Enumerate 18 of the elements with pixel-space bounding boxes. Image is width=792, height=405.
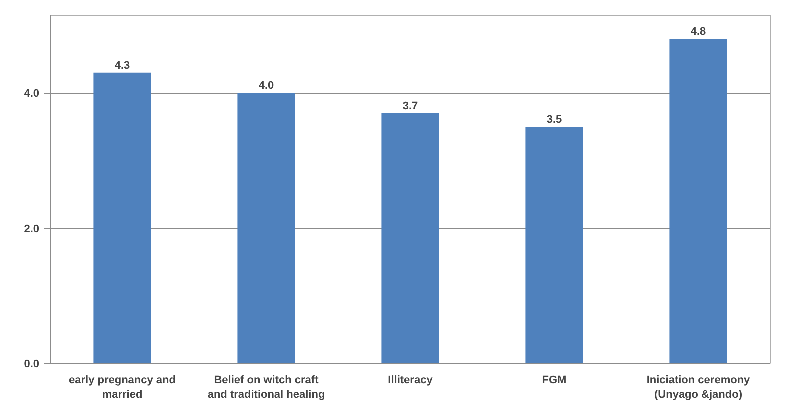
- bar: [238, 93, 296, 364]
- data-label: 3.5: [546, 114, 562, 126]
- data-label: 3.7: [402, 100, 418, 112]
- data-label: 4.8: [690, 26, 706, 38]
- bar: [94, 72, 152, 364]
- bar: [382, 113, 440, 364]
- data-label: 4.3: [114, 60, 130, 72]
- x-tick-label: Iniciation ceremony (Unyago &jando): [646, 374, 752, 401]
- y-tick-label: 0.0: [24, 358, 40, 370]
- x-tick-label: FGM: [542, 374, 567, 386]
- x-tick-label: Illiteracy: [388, 374, 434, 386]
- y-tick-label: 2.0: [24, 223, 40, 236]
- x-tick-label: Belief on witch craft and traditional healing: [208, 374, 326, 401]
- y-tick-label: 4.0: [24, 88, 40, 100]
- x-tick-label: early pregnancy and married: [69, 374, 176, 401]
- bar: [526, 126, 584, 364]
- data-label: 4.0: [258, 80, 274, 92]
- bar: [670, 39, 728, 364]
